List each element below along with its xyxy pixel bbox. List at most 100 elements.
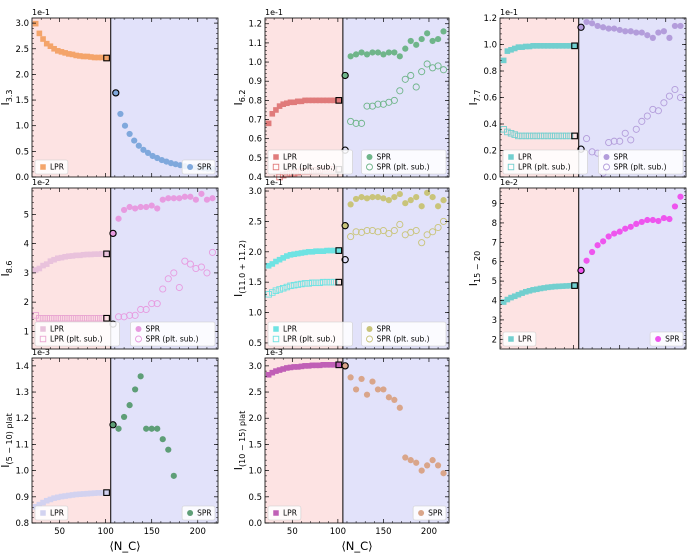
data-point (423, 231, 431, 239)
series-spr (341, 189, 447, 230)
y-tick-label: 1.5 (15, 96, 29, 106)
series-spr-plt-sub- (341, 217, 448, 264)
data-point (126, 203, 133, 211)
legend-label: SPR (146, 325, 161, 334)
data-point (396, 53, 403, 60)
data-point (594, 242, 601, 249)
data-point (407, 457, 414, 464)
data-point (209, 195, 216, 202)
legend-label: LPR (50, 325, 64, 334)
data-point (418, 68, 426, 76)
legend-marker (135, 326, 142, 332)
data-point (324, 362, 330, 368)
data-point (80, 491, 87, 497)
data-point (407, 197, 414, 204)
data-point (519, 44, 525, 50)
y-axis-label: I(5 − 10) plat (0, 413, 14, 467)
data-point (380, 195, 387, 202)
legend-marker (272, 163, 280, 171)
data-point (99, 251, 105, 257)
y-tick-label: 2 (492, 335, 497, 345)
data-point (302, 249, 308, 256)
legend-right: SPR (412, 505, 447, 521)
y-tick-label: 1.0 (248, 309, 262, 319)
data-point (551, 132, 559, 140)
data-point (65, 315, 73, 322)
data-point (175, 283, 183, 292)
axes-frame (499, 187, 687, 350)
data-point (273, 258, 279, 265)
data-point (407, 71, 415, 80)
data-point (627, 28, 634, 35)
legend-marker (418, 510, 425, 516)
legend-box (412, 505, 447, 521)
data-point (298, 98, 305, 105)
data-point (54, 315, 62, 322)
data-point (358, 119, 366, 127)
data-point (269, 110, 276, 117)
data-point (40, 36, 46, 42)
data-point (66, 253, 72, 260)
legend-marker (273, 510, 279, 516)
data-point-highlight (577, 266, 585, 275)
data-point (588, 248, 596, 256)
data-point (170, 269, 178, 277)
y-tick-label: 1.0 (15, 122, 29, 132)
y-tick-label: 3.0 (248, 187, 262, 197)
data-point (655, 217, 662, 225)
data-point (43, 261, 50, 267)
y-tick-label: 2.0 (248, 248, 262, 258)
y-exponent: 1e-1 (265, 8, 283, 17)
data-point (385, 49, 392, 56)
y-tick-label: 1.2 (15, 414, 29, 424)
legend-marker (272, 335, 280, 343)
data-point (588, 20, 596, 27)
data-point (660, 99, 668, 107)
data-point (559, 283, 566, 289)
data-point (331, 97, 338, 104)
data-point (644, 216, 651, 224)
y-axis-label: I7.7 (467, 90, 482, 106)
subplot-i11: 0.5 1.0 1.5 2.0 2.5 3.01e-1 I(11.0 + 11.2) LPRL… (232, 178, 450, 350)
data-point (654, 107, 662, 115)
y-axis-label: I8.6 (0, 261, 14, 277)
data-point (144, 149, 152, 156)
legend-label: LPR (518, 153, 532, 162)
legend-box (598, 149, 684, 175)
data-point (132, 205, 139, 212)
data-point-highlight (341, 362, 349, 370)
data-point (120, 413, 128, 421)
data-point (526, 43, 533, 50)
data-point (276, 286, 283, 293)
data-point (148, 202, 155, 209)
data-point (331, 362, 338, 368)
data-point (43, 497, 50, 504)
data-point (504, 296, 511, 303)
data-point (352, 228, 360, 236)
data-point (412, 226, 420, 235)
data-point (298, 363, 305, 370)
data-point-highlight (103, 250, 110, 258)
data-point (143, 425, 150, 432)
data-point (137, 305, 145, 314)
data-point (504, 128, 511, 136)
data-point (327, 247, 334, 254)
legend-marker (508, 154, 514, 160)
data-point (515, 291, 522, 298)
data-point (301, 280, 309, 287)
data-point (347, 233, 355, 241)
y-tick-label: 2.5 (248, 388, 262, 398)
data-point (51, 45, 57, 52)
data-point (143, 203, 150, 211)
data-point (330, 278, 338, 286)
data-point (605, 233, 612, 240)
data-point (291, 364, 297, 370)
data-point (511, 293, 518, 300)
legend-box (502, 331, 537, 347)
data-point (616, 26, 623, 34)
axes-frame (31, 17, 219, 178)
data-point (316, 97, 323, 104)
